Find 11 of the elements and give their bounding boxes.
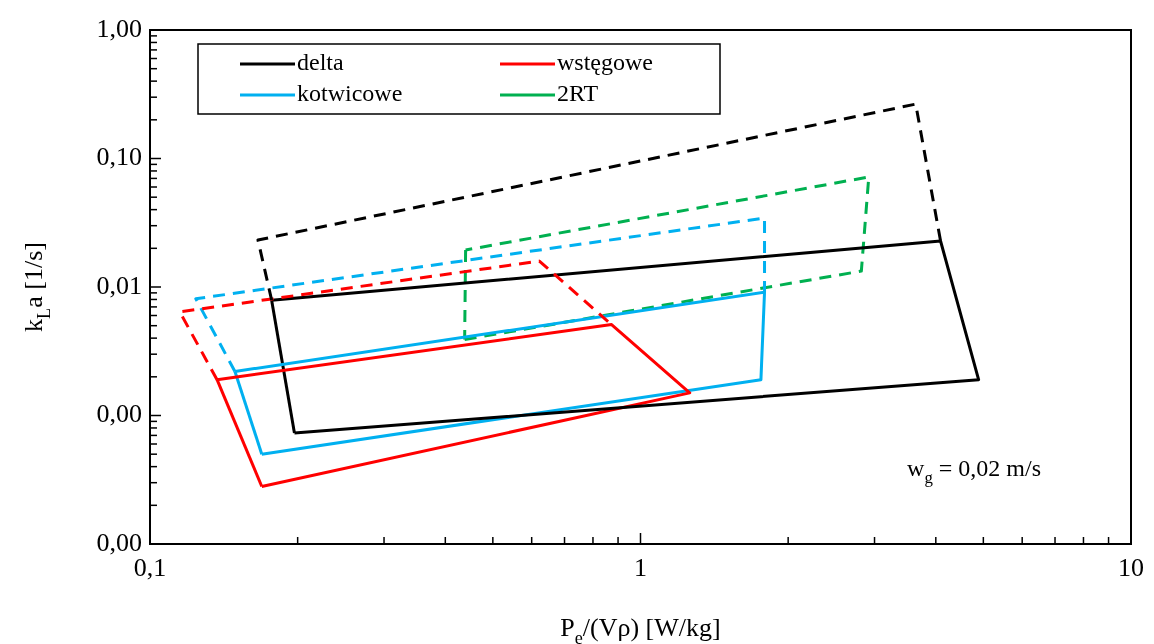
y-tick-label: 0,01 (96, 270, 142, 300)
legend-label: kotwicowe (297, 80, 403, 107)
legend-label: wstęgowe (557, 49, 653, 76)
y-axis-title: kLa [1/s] (19, 242, 54, 332)
x-tick-label: 1 (634, 553, 647, 583)
x-tick-label: 10 (1118, 553, 1144, 583)
y-tick-label: 0,10 (96, 142, 142, 172)
y-tick-label: 1,00 (96, 13, 142, 43)
legend-label: 2RT (557, 80, 599, 107)
legend-label: delta (297, 49, 344, 76)
y-tick-label: 0,00 (96, 399, 142, 429)
